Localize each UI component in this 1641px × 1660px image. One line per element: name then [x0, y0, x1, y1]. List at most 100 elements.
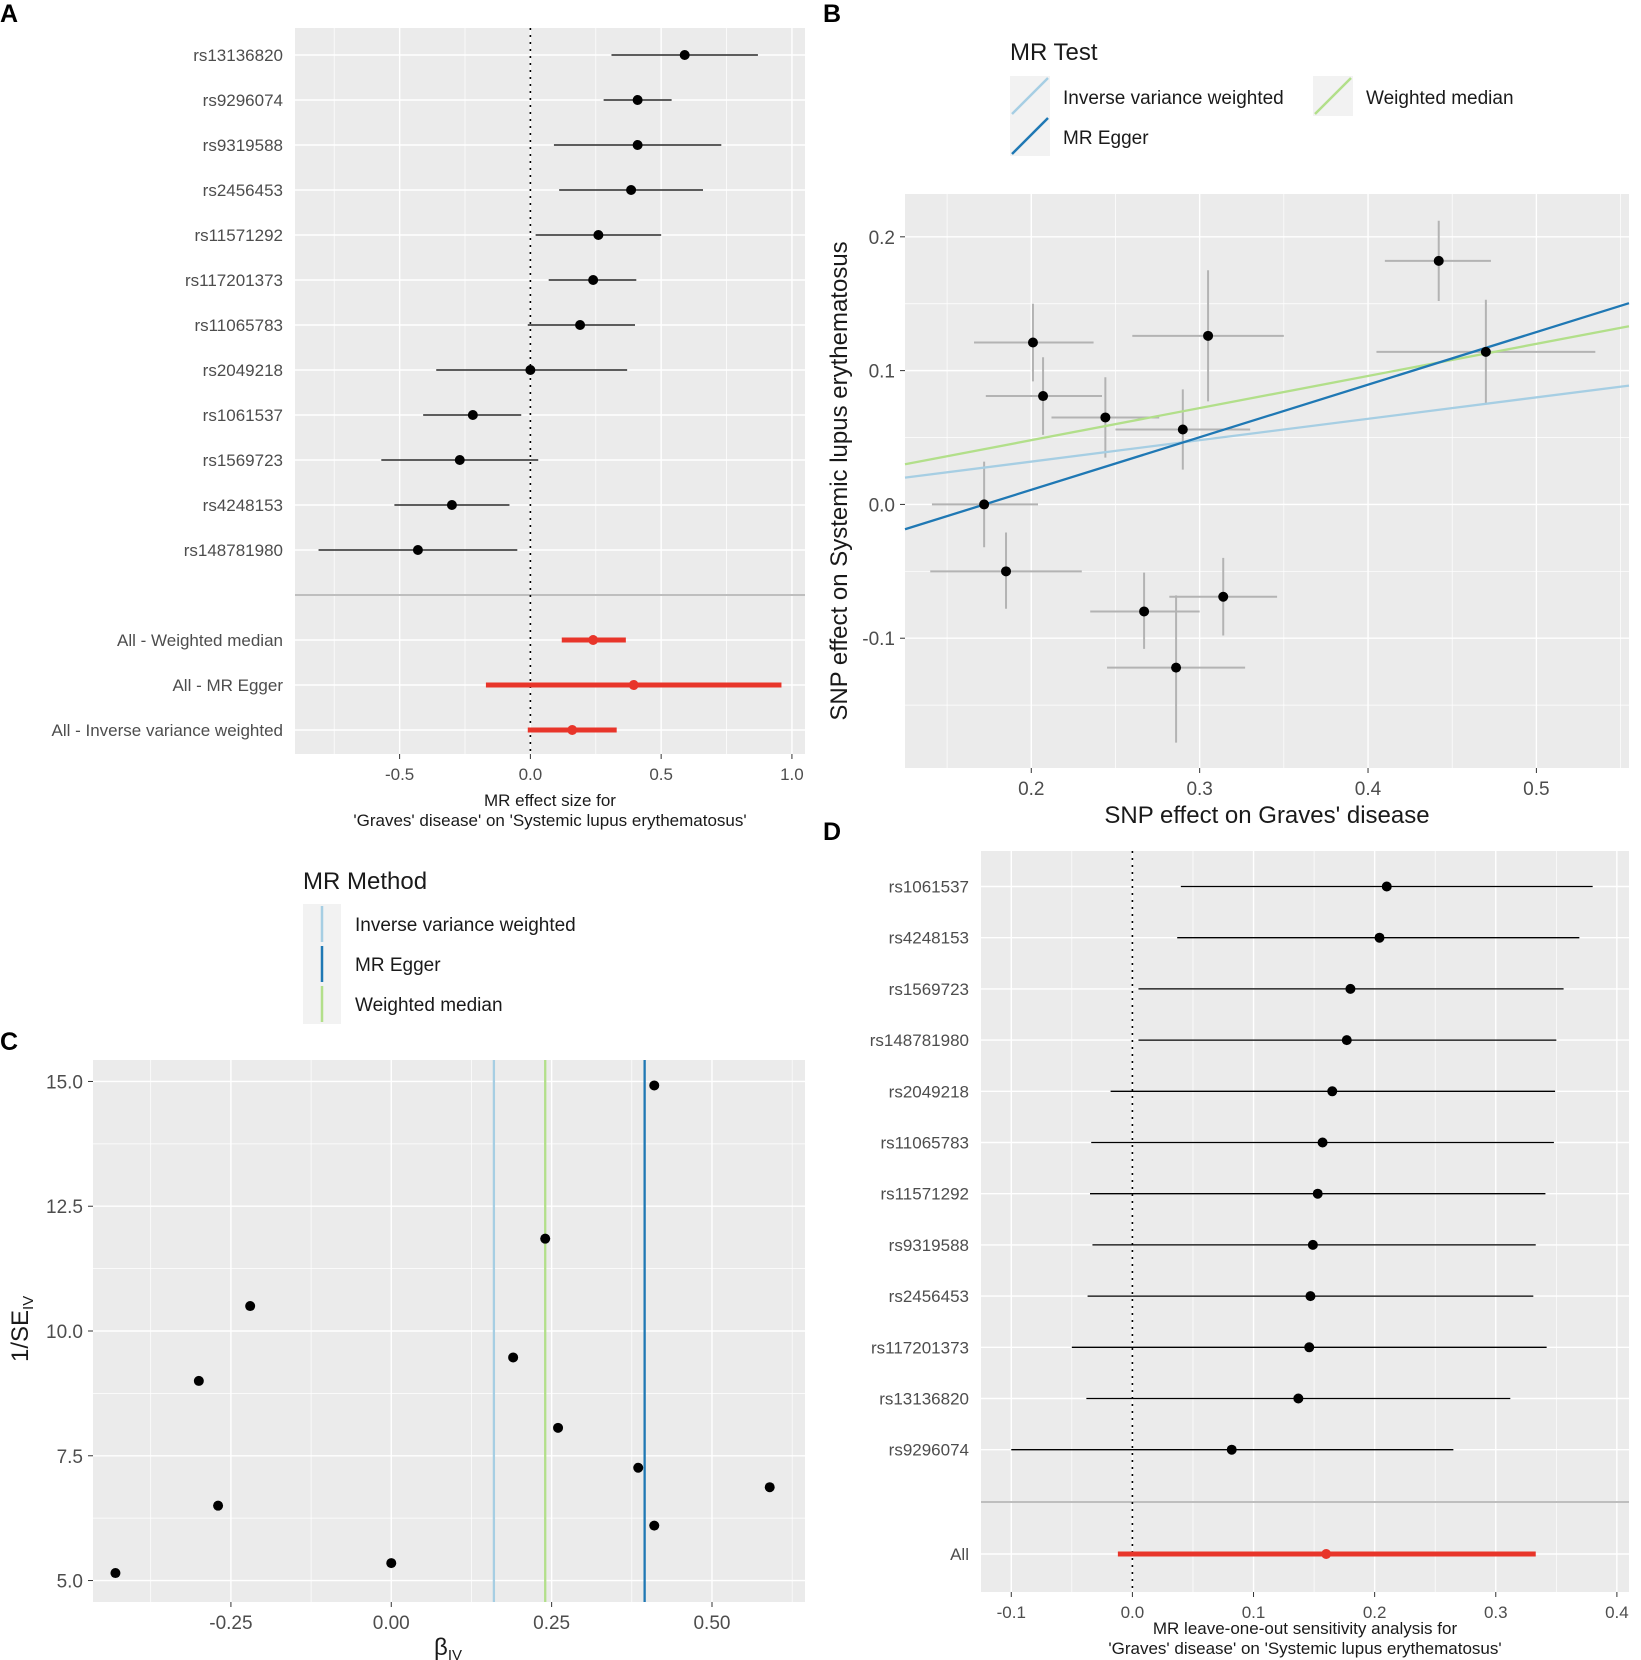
panel-b-snp-point — [1139, 606, 1150, 617]
panel-c-grid — [93, 1060, 805, 1602]
panel-c-legend-ivw: Inverse variance weighted — [355, 915, 576, 936]
panel-b-x-tick-label: 0.5 — [1523, 779, 1549, 800]
panel-c-letter: C — [0, 1028, 18, 1056]
panel-d-estimate-point — [1381, 881, 1392, 892]
panel-b-snp-point — [1177, 424, 1188, 435]
panel-b-ticks: 0.2 0.3 0.4 0.5 -0.1 0.0 0.1 0.2 — [862, 228, 1549, 800]
panel-d-row-label: rs117201373 — [871, 1338, 969, 1357]
panel-a-estimate-point — [446, 500, 457, 510]
panel-d-tick-label: 0.2 — [1363, 1603, 1387, 1622]
panel-a-summary-label: All - Inverse variance weighted — [51, 721, 283, 740]
panel-c-xlabel-sub: IV — [448, 1647, 462, 1660]
panel-b-y-tick-label: 0.2 — [869, 228, 895, 249]
panel-b-ylabel: SNP effect on Systemic lupus erythematos… — [826, 241, 853, 720]
panel-a-row-label: rs9296074 — [203, 91, 283, 110]
panel-b-snp-point — [1100, 412, 1111, 423]
panel-b-snp-point — [1171, 662, 1182, 673]
panel-a-marks — [318, 28, 782, 754]
panel-b-grid — [905, 194, 1629, 768]
panel-d-tick-label: 0.4 — [1605, 1603, 1629, 1622]
panel-a-tick-label: 0.0 — [519, 765, 543, 784]
panel-d-estimate-point — [1327, 1086, 1338, 1097]
panel-d-xlabel-line1: MR leave-one-out sensitivity analysis fo… — [1153, 1619, 1458, 1638]
panel-c-x-tick-label: -0.25 — [209, 1613, 252, 1634]
panel-b-y-tick-label: -0.1 — [862, 629, 895, 650]
panel-c-legend: MR Method Inverse variance weighted MR E… — [303, 868, 576, 1024]
panel-d-summary-point — [1321, 1549, 1332, 1559]
panel-d-estimate-point — [1341, 1035, 1352, 1046]
panel-d-row-label: rs11065783 — [880, 1134, 969, 1153]
panel-d-letter: D — [823, 818, 841, 846]
panel-b-xlabel: SNP effect on Graves' disease — [1104, 802, 1429, 829]
panel-b-snp-point — [1218, 591, 1229, 602]
panel-b-x-tick-label: 0.3 — [1186, 779, 1212, 800]
panel-c-snp-point — [110, 1568, 121, 1579]
panel-c-ylabel: 1/SEIV — [7, 1296, 37, 1362]
panel-b-regression-line — [904, 384, 1630, 479]
panel-b-snp-point — [1433, 255, 1444, 266]
legend-key-wmedian — [1314, 77, 1352, 115]
panel-c-snp-point — [553, 1422, 564, 1433]
panel-a-row-label: rs148781980 — [184, 541, 283, 560]
panel-d-row-label: rs1061537 — [889, 878, 969, 897]
panel-c-snp-point — [764, 1482, 775, 1493]
panel-d-leave-one-out-plot: rs1061537 rs4248153 rs1569723 rs148781980 rs… — [870, 851, 1629, 1658]
panel-c-legend-egger: MR Egger — [355, 955, 441, 976]
panel-b-letter: B — [823, 0, 841, 28]
panel-a-row-label: rs11571292 — [194, 226, 283, 245]
panel-c-xlabel: βIV — [434, 1634, 462, 1660]
panel-d-row-label: rs9319588 — [889, 1236, 969, 1255]
panel-d-xlabel-line2: 'Graves' disease' on 'Systemic lupus ery… — [1108, 1639, 1501, 1658]
panel-d-estimate-point — [1304, 1342, 1315, 1353]
panel-b-x-tick-label: 0.4 — [1355, 779, 1382, 800]
panel-a-estimate-point — [632, 140, 643, 150]
panel-c-ylabel-main: 1/SE — [7, 1310, 34, 1362]
panel-b-snp-point — [1038, 391, 1049, 402]
panel-b-legend-title: MR Test — [1010, 39, 1098, 66]
panel-a-summary-point — [588, 635, 599, 645]
panel-a-row-label: rs1061537 — [203, 406, 283, 425]
legend-key-ivw — [1011, 77, 1049, 115]
panel-d-estimate-point — [1374, 932, 1385, 943]
panel-c-snp-point — [245, 1301, 256, 1312]
panel-a-row-label: rs9319588 — [203, 136, 283, 155]
panel-d-row-label: rs13136820 — [879, 1390, 969, 1409]
panel-d-marks — [1011, 851, 1593, 1592]
panel-d-row-label: rs11571292 — [880, 1185, 969, 1204]
panel-a-estimate-point — [454, 455, 465, 465]
panel-d-row-label: rs1569723 — [889, 980, 969, 999]
panel-a-xlabel-line2: 'Graves' disease' on 'Systemic lupus ery… — [353, 811, 746, 830]
panel-a-row-label: rs2456453 — [203, 181, 283, 200]
panel-b-x-tick-label: 0.2 — [1018, 779, 1044, 800]
legend-key-egger — [1011, 117, 1049, 155]
panel-d-estimate-point — [1317, 1137, 1328, 1148]
panel-c-snp-point — [540, 1233, 551, 1244]
panel-a-estimate-point — [412, 545, 423, 555]
panel-a-row-label: rs4248153 — [203, 496, 283, 515]
panel-d-tick-label: 0.3 — [1484, 1603, 1508, 1622]
panel-d-x-ticks: -0.1 0.0 0.1 0.2 0.3 0.4 — [997, 1592, 1629, 1622]
panel-b-regression-line — [904, 302, 1630, 531]
panel-b-snp-point — [1203, 330, 1214, 341]
panel-a-estimate-point — [588, 275, 599, 285]
panel-a-forest-plot: rs13136820 rs9296074 rs9319588 rs2456453 rs1… — [51, 28, 805, 830]
panel-d-summary-label: All — [950, 1545, 969, 1564]
panel-c-legend-title: MR Method — [303, 868, 427, 895]
panel-d-tick-label: 0.0 — [1121, 1603, 1145, 1622]
panel-d-row-labels: rs1061537 rs4248153 rs1569723 rs148781980 rs… — [870, 878, 969, 1565]
panel-c-y-tick-label: 7.5 — [57, 1447, 83, 1468]
panel-a-summary-point — [567, 725, 578, 735]
panel-d-tick-label: 0.1 — [1242, 1603, 1266, 1622]
panel-a-tick-label: 1.0 — [780, 765, 804, 784]
panel-d-row-label: rs148781980 — [870, 1031, 969, 1050]
panel-d-estimate-point — [1305, 1291, 1316, 1302]
panel-c-y-tick-label: 12.5 — [46, 1197, 83, 1218]
panel-b-regression-line — [904, 325, 1630, 466]
panel-b-scatter-plot: MR Test Inverse variance weighted MR Egg… — [826, 39, 1630, 829]
panel-d-row-label: rs2049218 — [889, 1082, 969, 1101]
panel-b-legend: MR Test Inverse variance weighted MR Egg… — [1010, 39, 1514, 156]
panel-d-row-label: rs9296074 — [889, 1441, 969, 1460]
panel-b-snp-point — [979, 499, 990, 510]
panel-d-tick-label: -0.1 — [997, 1603, 1026, 1622]
panel-c-y-tick-label: 10.0 — [46, 1322, 83, 1343]
